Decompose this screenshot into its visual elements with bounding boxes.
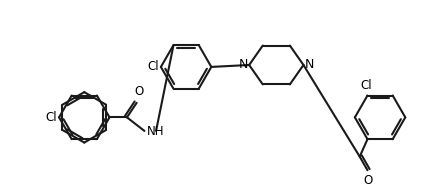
Text: N: N bbox=[305, 58, 314, 71]
Text: O: O bbox=[364, 174, 373, 187]
Text: O: O bbox=[134, 85, 143, 98]
Text: NH: NH bbox=[147, 125, 165, 138]
Text: N: N bbox=[239, 58, 248, 71]
Text: Cl: Cl bbox=[147, 60, 159, 73]
Text: Cl: Cl bbox=[361, 79, 373, 92]
Text: Cl: Cl bbox=[45, 111, 57, 124]
